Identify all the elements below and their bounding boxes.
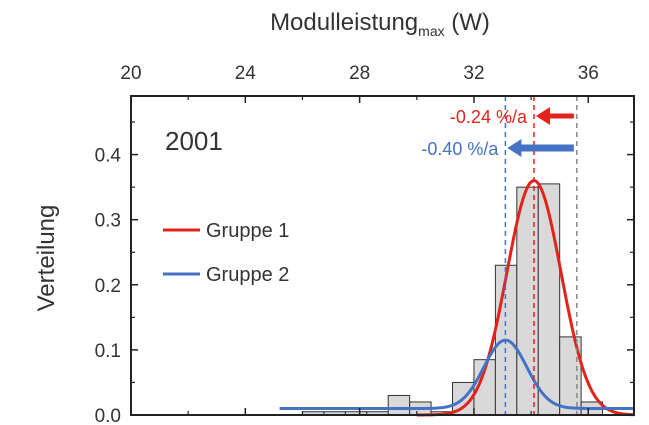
x-tick-label: 28 — [349, 63, 370, 84]
annotations: -0.24 %/a -0.40 %/a — [421, 107, 574, 159]
annotation-arrow-head-2 — [507, 139, 522, 157]
legend: Gruppe 1 Gruppe 2 — [163, 220, 289, 286]
annotation-label-1: -0.24 %/a — [450, 107, 528, 127]
legend-label-gruppe-1: Gruppe 1 — [206, 220, 289, 242]
x-tick-label: 24 — [235, 63, 257, 84]
x-axis-title-unit: (W) — [445, 9, 490, 36]
y-tick-label: 0.0 — [95, 406, 121, 425]
x-tick-label: 20 — [120, 63, 141, 84]
chart-title: 2001 — [165, 126, 223, 156]
axis-ticks: 20 24 28 32 36 0.0 0.1 0.2 0.3 0.4 — [95, 63, 634, 425]
fit-curve-1 — [416, 179, 635, 417]
y-tick-label: 0.1 — [95, 341, 121, 362]
y-tick-label: 0.2 — [95, 276, 121, 297]
y-axis-title: Verteilung — [33, 205, 60, 312]
histogram-bars — [301, 183, 604, 416]
fit-curves — [279, 179, 635, 417]
x-axis-title: Modulleistungmax (W) — [270, 9, 490, 39]
x-tick-label: 36 — [578, 63, 599, 84]
y-tick-label: 0.3 — [95, 211, 121, 232]
y-tick-label: 0.4 — [95, 146, 122, 167]
annotation-arrow-head-1 — [535, 107, 550, 125]
x-axis-title-main: Modulleistung — [270, 9, 418, 36]
plot-frame — [130, 95, 635, 416]
fit-curve-2 — [279, 338, 634, 410]
x-tick-label: 32 — [463, 63, 484, 84]
x-axis-title-sub: max — [418, 23, 444, 39]
histogram-bar — [387, 394, 411, 416]
legend-label-gruppe-2: Gruppe 2 — [206, 264, 289, 286]
annotation-label-2: -0.40 %/a — [421, 139, 499, 159]
reference-lines — [504, 96, 578, 415]
